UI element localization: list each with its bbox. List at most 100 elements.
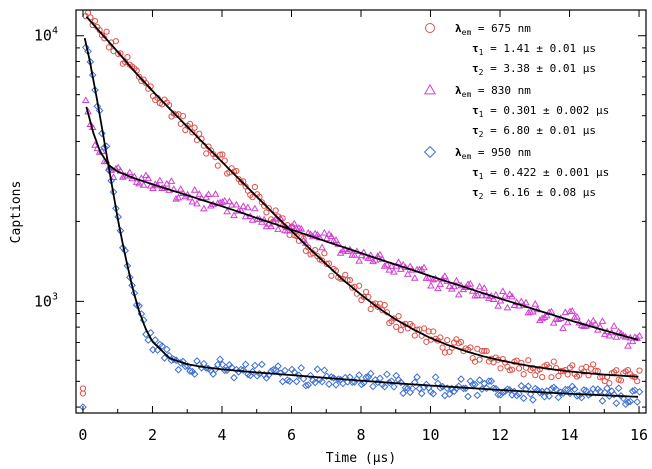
data-point xyxy=(239,366,248,375)
data-point xyxy=(517,382,526,390)
data-point xyxy=(249,194,256,201)
data-point xyxy=(478,291,486,299)
data-point xyxy=(306,371,315,380)
data-point xyxy=(299,374,308,383)
data-point xyxy=(631,386,639,395)
data-point xyxy=(401,383,410,392)
x-tick-label: 6 xyxy=(287,426,296,444)
data-point xyxy=(633,398,642,406)
data-point xyxy=(559,324,567,331)
data-point xyxy=(329,374,338,382)
data-point xyxy=(271,214,280,222)
data-point xyxy=(525,357,532,364)
data-point xyxy=(612,399,621,408)
data-point xyxy=(395,313,402,320)
data-point xyxy=(163,345,171,354)
data-point xyxy=(628,387,637,395)
data-point xyxy=(325,380,333,388)
data-point xyxy=(225,197,234,205)
data-point xyxy=(429,389,438,398)
data-point xyxy=(276,369,285,378)
data-point xyxy=(610,322,618,329)
data-point xyxy=(498,388,507,397)
data-point xyxy=(158,342,167,350)
data-point xyxy=(564,371,571,378)
data-point xyxy=(517,297,526,305)
data-point xyxy=(548,374,555,381)
data-point xyxy=(408,384,417,393)
data-point xyxy=(186,367,194,375)
data-point xyxy=(135,179,143,187)
data-point xyxy=(492,384,500,393)
data-point xyxy=(350,250,359,258)
data-point xyxy=(114,163,123,171)
data-point xyxy=(568,307,577,314)
data-point xyxy=(457,338,465,346)
data-point xyxy=(103,28,110,35)
data-point xyxy=(220,196,229,204)
data-point xyxy=(480,284,489,291)
data-point xyxy=(355,256,364,264)
data-point xyxy=(420,263,428,271)
data-point xyxy=(371,255,380,263)
legend-tau2: τ2 = 6.16 ± 0.08 μs xyxy=(472,186,596,201)
x-tick-label: 14 xyxy=(561,426,579,444)
data-point xyxy=(376,250,384,258)
data-point xyxy=(459,285,468,293)
data-point xyxy=(626,397,635,406)
fit-curve xyxy=(83,37,638,398)
y-axis-title: Captions xyxy=(9,181,24,244)
data-point xyxy=(563,318,572,326)
data-point xyxy=(573,312,581,320)
data-point xyxy=(524,308,533,316)
data-point xyxy=(321,250,328,257)
data-point xyxy=(244,203,252,211)
data-point xyxy=(323,260,330,268)
data-point xyxy=(454,290,463,298)
data-point xyxy=(132,301,141,309)
data-point xyxy=(337,275,344,282)
data-point xyxy=(392,371,401,380)
data-point xyxy=(219,151,226,158)
data-point xyxy=(473,291,482,298)
data-point xyxy=(241,360,250,369)
data-point xyxy=(190,186,199,193)
data-point xyxy=(480,379,489,388)
data-point xyxy=(489,295,498,302)
data-point xyxy=(411,332,418,339)
data-point xyxy=(613,367,620,374)
data-point xyxy=(454,382,463,391)
data-point xyxy=(539,374,546,381)
data-point xyxy=(112,38,119,45)
data-point xyxy=(580,386,588,394)
data-point xyxy=(81,96,90,104)
data-point xyxy=(79,385,87,392)
data-point xyxy=(634,378,641,385)
data-point xyxy=(176,185,185,192)
x-tick-label: 4 xyxy=(217,426,226,444)
data-point xyxy=(635,331,644,339)
data-point xyxy=(355,371,363,379)
data-point xyxy=(490,359,497,366)
data-point xyxy=(292,377,301,386)
data-point xyxy=(186,120,194,128)
data-point xyxy=(450,282,459,290)
data-point xyxy=(410,274,419,281)
data-point xyxy=(591,319,600,327)
data-point xyxy=(569,362,576,369)
data-point xyxy=(445,282,454,289)
data-point xyxy=(272,207,279,214)
data-point xyxy=(200,204,208,212)
data-point xyxy=(598,397,607,405)
data-point xyxy=(506,367,513,374)
data-point xyxy=(383,260,391,268)
data-point xyxy=(248,216,257,223)
data-point xyxy=(387,262,396,269)
data-point xyxy=(142,80,150,87)
series-diamond xyxy=(79,43,644,411)
data-point xyxy=(281,366,289,375)
data-point xyxy=(285,377,294,385)
data-point xyxy=(457,375,465,383)
data-point xyxy=(320,366,329,375)
